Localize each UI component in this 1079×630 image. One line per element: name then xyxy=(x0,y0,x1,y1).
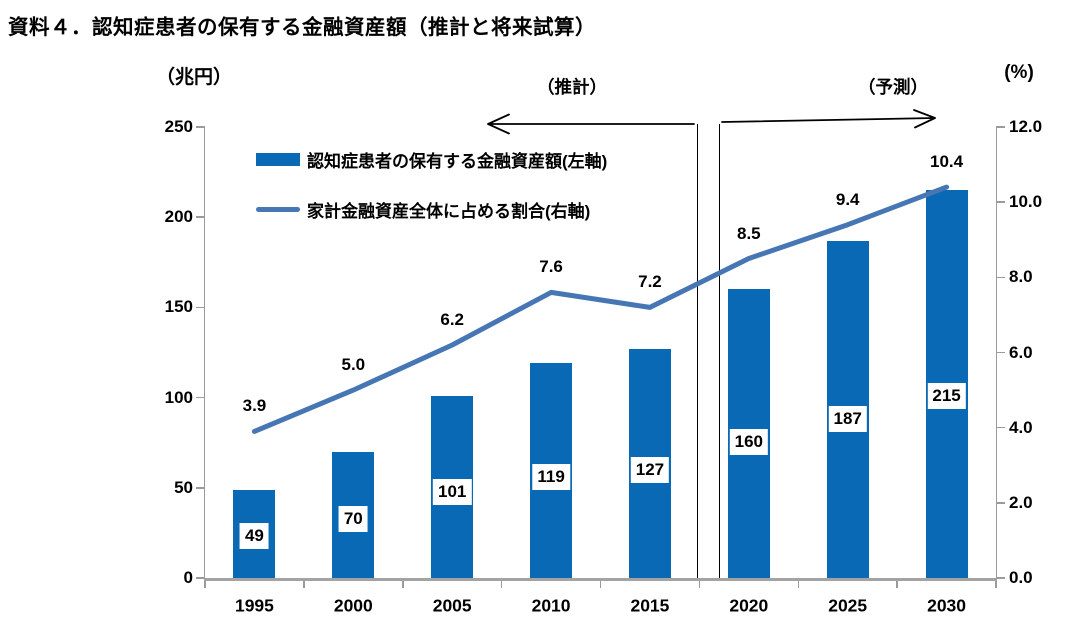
right-axis-tick-label: 0.0 xyxy=(1009,568,1033,587)
right-axis-unit-label: (%) xyxy=(1004,62,1034,83)
left-axis-tick-label: 0 xyxy=(183,568,193,587)
chart-title: 資料４．認知症患者の保有する金融資産額（推計と将来試算） xyxy=(8,16,596,39)
right-axis-tick xyxy=(996,426,1005,429)
x-axis-tick xyxy=(599,581,602,588)
legend-item-line-series: 家計金融資産全体に占める割合(右軸) xyxy=(256,196,607,222)
left-axis-tick xyxy=(196,126,205,128)
period-divider-line-left xyxy=(696,124,699,578)
left-axis-tick-label: 250 xyxy=(164,117,193,136)
right-axis-tick-label: 6.0 xyxy=(1009,342,1033,362)
left-axis-tick xyxy=(196,306,205,309)
line-value-label: 10.4 xyxy=(930,152,964,172)
bar-value-label: 101 xyxy=(433,479,472,506)
right-axis-tick-label: 10.0 xyxy=(1009,192,1043,212)
bar-value-label: 160 xyxy=(729,429,768,456)
x-axis-label: 1995 xyxy=(234,595,274,616)
ratio-line-series xyxy=(251,184,950,434)
right-axis-tick xyxy=(996,351,1005,354)
x-axis-tick xyxy=(698,581,701,588)
x-axis-tick xyxy=(500,581,503,588)
bar-value-label: 70 xyxy=(338,505,368,532)
left-axis-tick xyxy=(196,396,205,399)
x-axis-tick xyxy=(204,581,206,588)
x-axis-label: 2025 xyxy=(828,595,868,616)
forecast-arrow xyxy=(721,109,936,129)
left-axis-tick-label: 200 xyxy=(164,207,193,227)
left-axis-tick-label: 50 xyxy=(174,477,193,497)
line-value-label: 5.0 xyxy=(341,355,366,375)
x-axis-label: 2015 xyxy=(630,595,670,616)
legend-item-bar-series: 認知症患者の保有する金融資産額(左軸) xyxy=(256,146,607,172)
bar-series-legend-label: 認知症患者の保有する金融資産額(左軸) xyxy=(307,151,608,171)
x-axis-label: 2030 xyxy=(927,595,967,616)
estimate-period-label: （推計） xyxy=(537,77,607,97)
line-value-label: 3.9 xyxy=(242,396,267,416)
left-axis-tick xyxy=(196,216,205,218)
bar-value-label: 119 xyxy=(532,464,570,491)
ratio-line-path xyxy=(251,184,950,434)
line-value-label: 7.6 xyxy=(539,257,563,277)
line-value-label: 7.2 xyxy=(638,272,662,292)
bar-series-swatch-icon xyxy=(256,152,300,166)
x-axis-tick xyxy=(995,581,997,588)
bar-value-label: 187 xyxy=(828,406,867,433)
right-axis-tick-label: 12.0 xyxy=(1009,117,1043,136)
left-axis-tick-label: 100 xyxy=(164,387,193,407)
line-series-swatch-icon xyxy=(256,206,300,212)
left-axis-tick-label: 150 xyxy=(164,297,193,317)
bar-value-label: 215 xyxy=(927,382,966,409)
right-axis-tick-label: 4.0 xyxy=(1009,417,1033,437)
line-value-label: 6.2 xyxy=(440,309,465,329)
x-axis-label: 2000 xyxy=(333,595,373,616)
left-axis-tick xyxy=(196,487,205,489)
right-axis-tick xyxy=(996,126,1005,128)
right-axis-tick xyxy=(996,577,1005,579)
right-axis-tick-label: 8.0 xyxy=(1009,267,1033,287)
right-axis-tick xyxy=(996,201,1005,203)
right-axis-tick-label: 2.0 xyxy=(1009,492,1033,512)
forecast-period-label: （予測） xyxy=(858,77,928,97)
right-axis-tick xyxy=(996,276,1005,279)
line-value-label: 9.4 xyxy=(835,189,860,209)
bar-value-label: 49 xyxy=(239,523,269,550)
line-series-legend-label: 家計金融資産全体に占める割合(右軸) xyxy=(307,201,591,221)
x-axis-tick xyxy=(797,581,799,588)
x-axis-label: 2010 xyxy=(531,595,571,616)
right-axis-tick xyxy=(996,502,1005,504)
x-axis-label: 2020 xyxy=(729,595,769,616)
bar-value-label: 127 xyxy=(630,457,670,484)
x-axis-tick xyxy=(402,581,404,588)
period-divider-line-right xyxy=(718,124,721,578)
x-axis-label: 2005 xyxy=(432,595,472,616)
legend: 認知症患者の保有する金融資産額(左軸) 家計金融資産全体に占める割合(右軸) xyxy=(256,146,607,222)
x-axis-tick xyxy=(303,581,305,588)
plot-area: 250 200 150 100 50 0 12.0 10.0 8.0 6.0 4.0 2.0 0.0 19… xyxy=(165,117,1042,616)
line-value-label: 8.5 xyxy=(736,223,761,243)
left-axis-tick xyxy=(196,577,205,579)
x-axis-tick xyxy=(896,581,898,588)
left-axis-unit-label: （兆円） xyxy=(155,67,233,88)
